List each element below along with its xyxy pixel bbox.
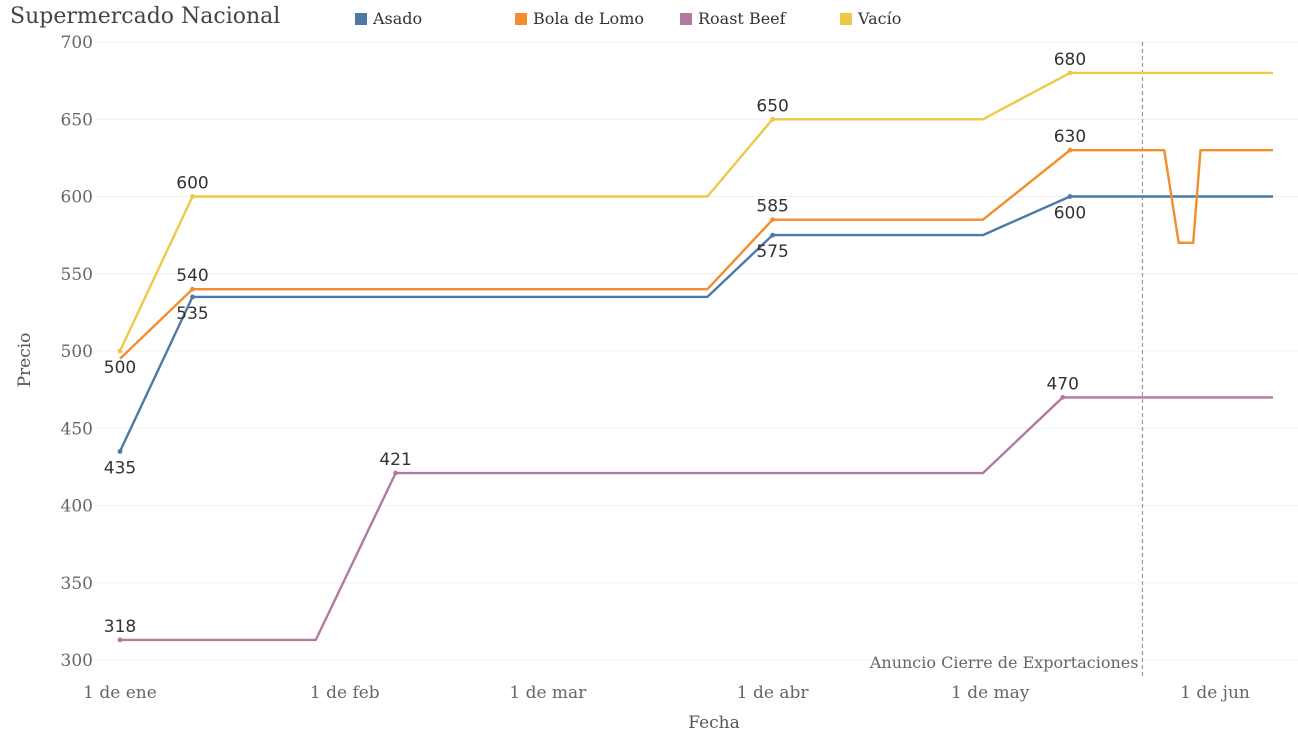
data-label-asado-1: 535 [176,304,208,324]
data-point-asado-1 [190,294,195,300]
data-point-roast-beef-1 [393,470,398,476]
y-tick-label-350: 350 [61,574,93,594]
y-axis-ticks: 300 350 400 450 500 550 600 650 700 [61,33,93,671]
chart-header: Supermercado Nacional Asado Bola de Lomo… [0,0,1298,40]
data-label-roast-beef-2: 470 [1046,374,1078,394]
series-line-bola-de-lomo [119,148,1273,360]
series-lines [118,71,1273,642]
x-tick-label-1-de-jun: 1 de jun [1180,683,1250,703]
legend-label-bola-de-lomo: Bola de Lomo [533,9,644,28]
data-label-asado-0: 435 [104,458,136,478]
y-tick-label-650: 650 [61,110,93,130]
data-label-roast-beef-1: 421 [379,450,411,470]
data-point-asado-2 [770,232,776,238]
y-tick-label-500: 500 [61,342,93,362]
x-tick-label-1-de-mar: 1 de mar [509,683,587,703]
series-line-asado [118,195,1273,452]
legend-item-bola-de-lomo[interactable]: Bola de Lomo [515,9,644,28]
x-axis-title: Fecha [688,713,740,733]
data-label-roast-beef-0: 318 [104,617,136,637]
data-label-asado-3: 600 [1054,204,1086,224]
series-points [117,70,1073,643]
series-line-vacio [118,71,1273,352]
data-point-vacio-0 [117,348,123,354]
legend-swatch-asado [355,13,367,25]
x-tick-label-1-de-ene: 1 de ene [83,683,157,703]
legend-label-vacio: Vacío [858,9,902,28]
y-tick-label-550: 550 [61,265,93,285]
series-line-roast-beef [120,396,1273,642]
legend-label-asado: Asado [373,9,423,28]
data-point-roast-beef-0 [117,637,123,643]
legend-label-roast-beef: Roast Beef [698,9,786,28]
y-tick-label-450: 450 [61,419,93,439]
data-point-bola-de-lomo-0 [190,286,195,292]
legend-swatch-bola-de-lomo [515,13,527,25]
data-label-vacio-0: 500 [104,358,136,378]
annotation-label: Anuncio Cierre de Exportaciones [869,653,1139,672]
annotations: Anuncio Cierre de Exportaciones [869,42,1144,676]
data-label-bola-de-lomo-0: 540 [176,266,208,286]
y-axis-title: Precio [15,333,35,388]
data-label-asado-2: 575 [756,242,788,262]
y-tick-label-300: 300 [61,651,93,671]
legend-item-roast-beef[interactable]: Roast Beef [680,9,786,28]
data-point-asado-0 [117,449,123,454]
data-label-bola-de-lomo-2: 630 [1054,127,1086,147]
data-label-vacio-3: 680 [1054,50,1086,70]
legend-item-vacio[interactable]: Vacío [840,9,901,28]
data-point-bola-de-lomo-2 [1067,147,1073,153]
legend-swatch-roast-beef [680,13,692,25]
data-point-vacio-1 [190,194,195,199]
y-tick-label-400: 400 [61,497,93,517]
x-tick-label-1-de-may: 1 de may [951,683,1030,703]
y-tick-label-600: 600 [61,188,93,208]
chart-title: Supermercado Nacional [10,4,281,29]
legend-swatch-vacio [840,13,852,25]
legend-item-asado[interactable]: Asado [355,9,422,28]
data-point-bola-de-lomo-1 [770,217,776,223]
data-point-vacio-3 [1067,70,1073,76]
x-tick-label-1-de-abr: 1 de abr [737,683,810,703]
data-point-roast-beef-2 [1060,394,1066,400]
data-point-vacio-2 [770,116,776,122]
data-point-asado-3 [1067,194,1073,199]
x-axis-ticks: 1 de ene 1 de feb 1 de mar 1 de abr 1 de may… [83,683,1250,703]
data-labels: 435 535 575 600 540 585 630 318 421 470 500 600 650 6… [104,50,1086,637]
data-label-bola-de-lomo-1: 585 [756,197,788,217]
data-label-vacio-2: 650 [756,96,788,116]
x-tick-label-1-de-feb: 1 de feb [310,683,380,703]
data-label-vacio-1: 600 [176,174,208,194]
gridlines [95,41,1298,661]
y-tick-label-700: 700 [61,33,93,53]
